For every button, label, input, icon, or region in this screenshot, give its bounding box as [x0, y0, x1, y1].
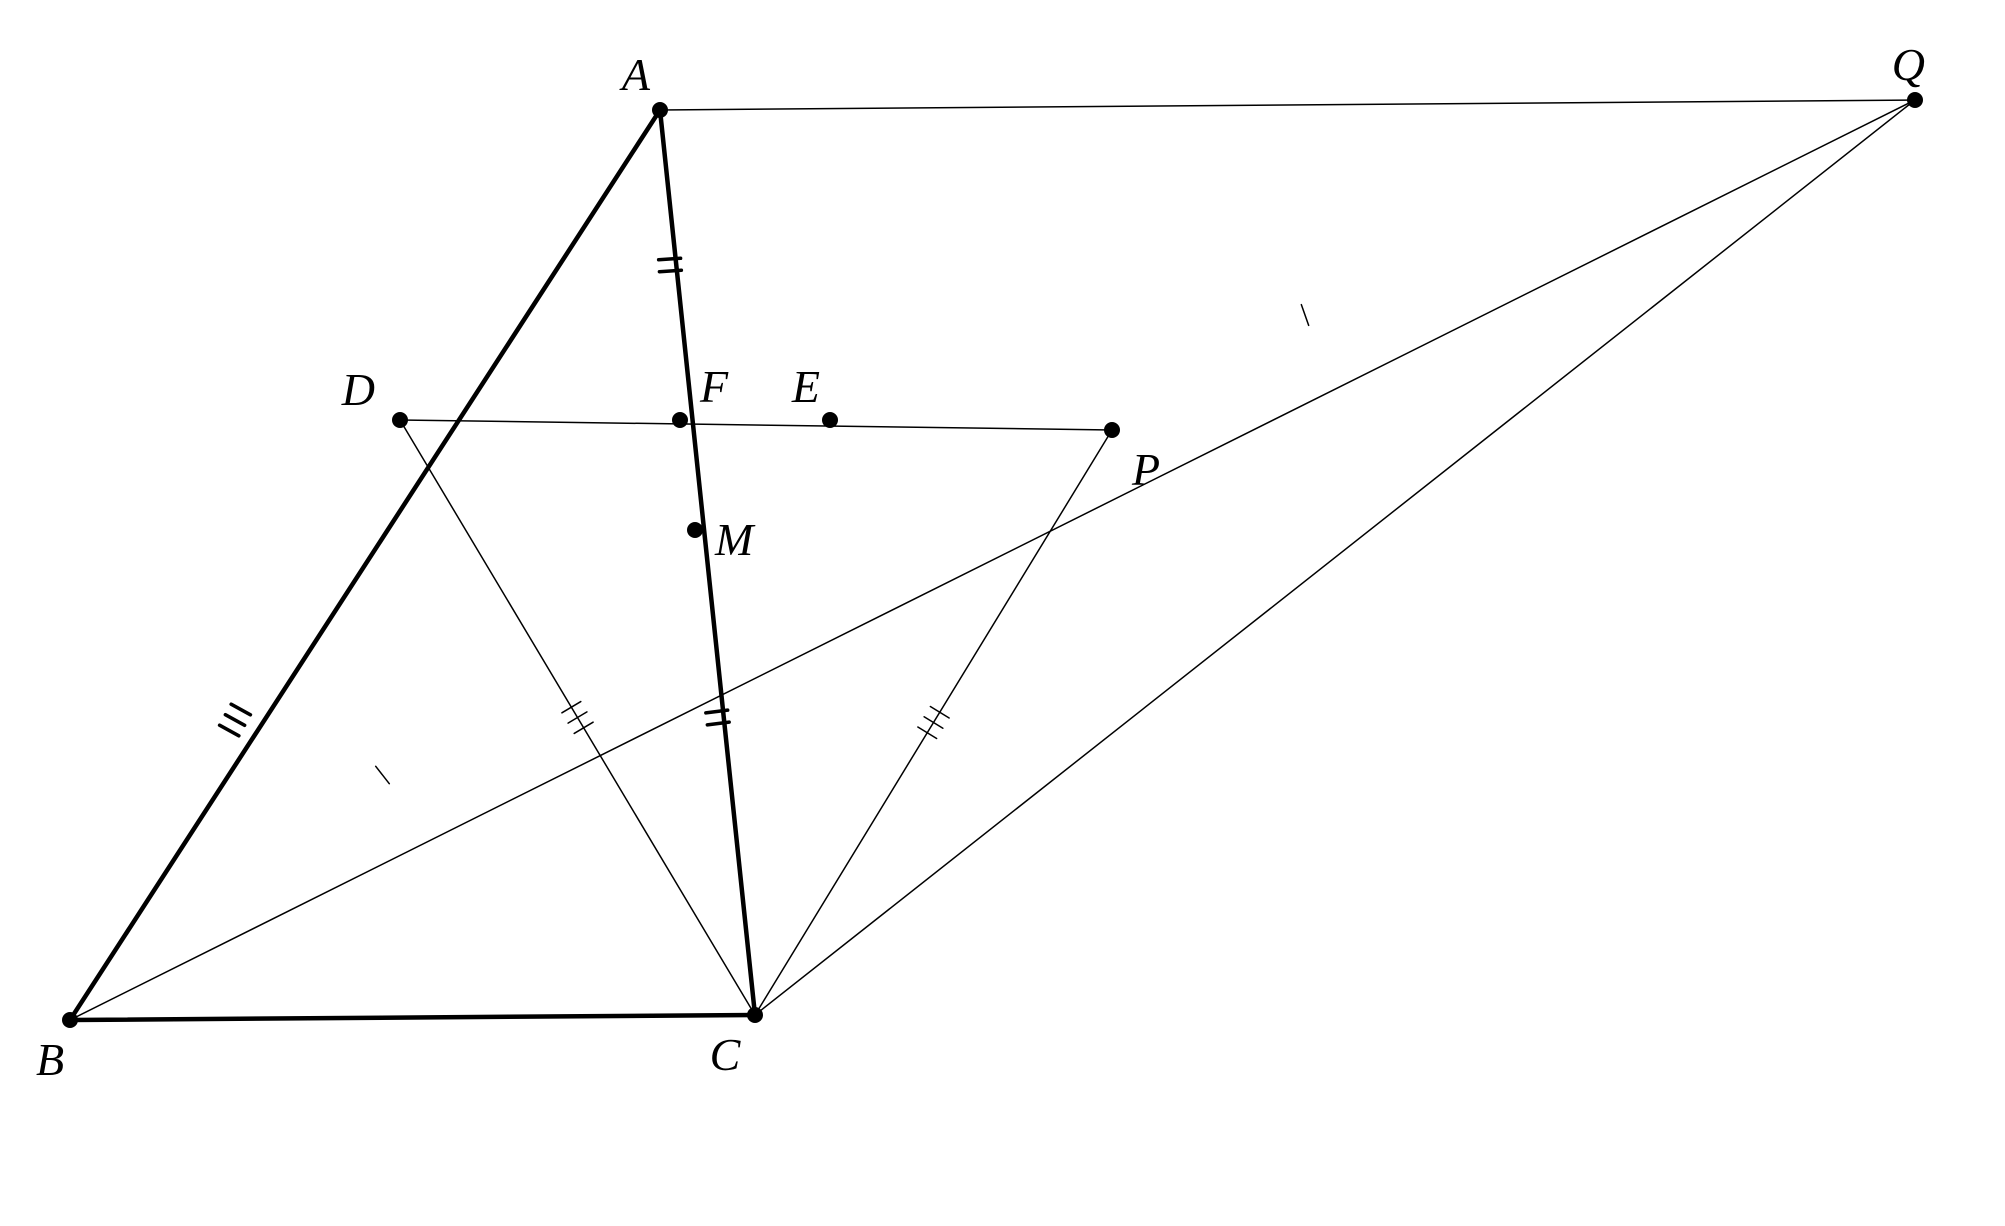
ticks-C-P	[918, 707, 949, 739]
geometry-diagram: A B C D E F M P Q	[0, 0, 2005, 1226]
edge-D-P	[400, 420, 1112, 430]
point-M	[687, 522, 703, 538]
edge-A-Q	[660, 100, 1915, 110]
point-C	[747, 1007, 763, 1023]
edge-B-Q	[70, 100, 1915, 1020]
point-P	[1104, 422, 1120, 438]
edge-B-C	[70, 1015, 755, 1020]
label-A: A	[619, 49, 651, 100]
point-D	[392, 412, 408, 428]
point-Q	[1907, 92, 1923, 108]
point-F	[672, 412, 688, 428]
label-B: B	[36, 1034, 64, 1085]
label-E: E	[791, 361, 820, 412]
label-P: P	[1131, 444, 1160, 495]
edge-C-Q	[755, 100, 1915, 1015]
label-Q: Q	[1892, 39, 1925, 90]
point-B	[62, 1012, 78, 1028]
point-A	[652, 102, 668, 118]
label-M: M	[714, 514, 756, 565]
label-D: D	[341, 364, 375, 415]
label-F: F	[699, 361, 729, 412]
ticks-B-D	[220, 704, 251, 736]
ticks-M-Q	[1301, 305, 1308, 326]
edge-A-B	[70, 110, 660, 1020]
ticks-D-C	[562, 702, 593, 734]
label-C: C	[710, 1029, 742, 1080]
point-E	[822, 412, 838, 428]
ticks-B-M	[376, 766, 390, 783]
